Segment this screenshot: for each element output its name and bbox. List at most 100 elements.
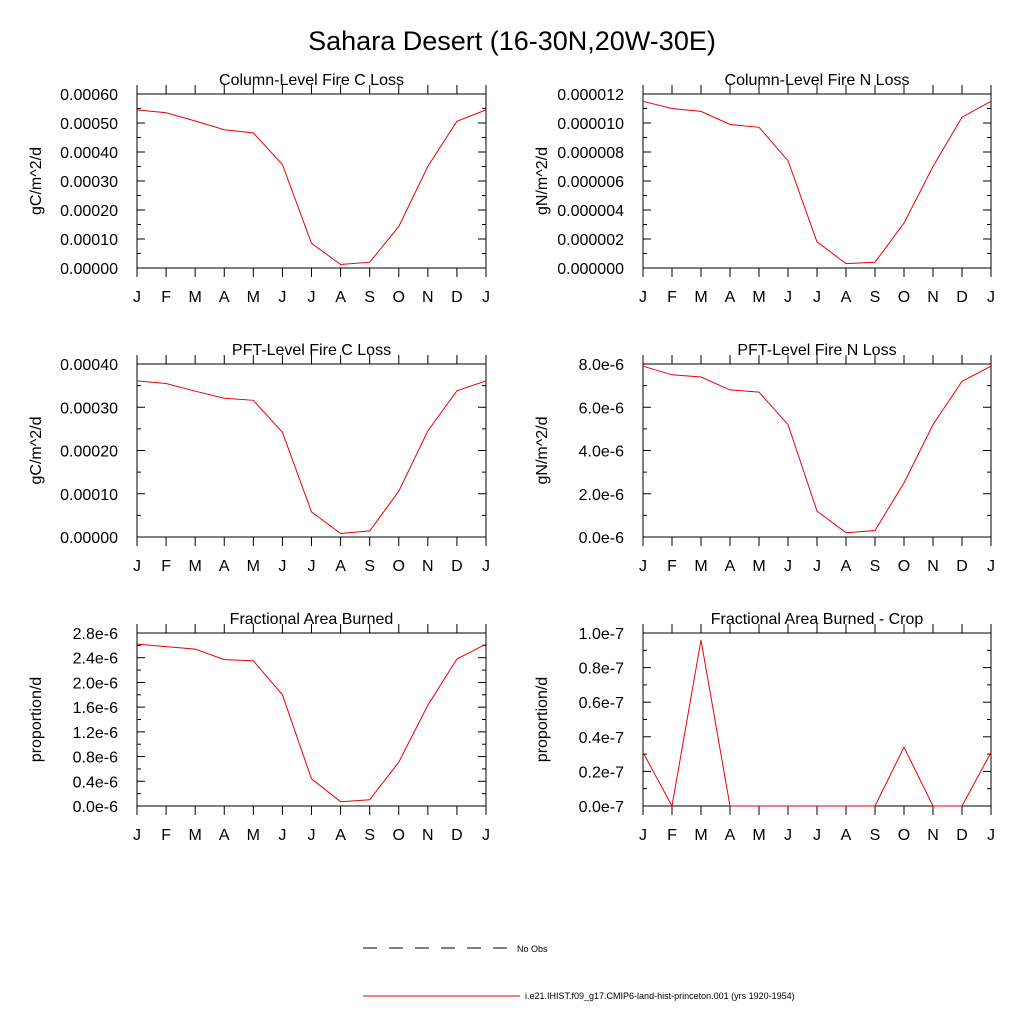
y-tick-label: 0.00010 [60, 487, 118, 504]
x-tick-label: O [393, 827, 405, 844]
series-line [136, 643, 487, 803]
chart-panel: Column-Level Fire N Loss gN/m^2/d 0.000000… [534, 72, 995, 306]
y-tick-label: 0.000010 [557, 116, 624, 133]
x-tick-label: N [422, 558, 434, 575]
x-tick-label: M [752, 827, 765, 844]
legend-model-label: i.e21.IHIST.f09_g17.CMIP6-land-hist-prin… [525, 991, 795, 1001]
x-tick-label: A [335, 827, 346, 844]
x-tick-label: J [278, 558, 286, 575]
chart-panels: Column-Level Fire C Loss gC/m^2/d 0.000000… [28, 72, 995, 844]
y-tick-label: 4.0e-6 [579, 444, 624, 461]
x-tick-label: O [393, 289, 405, 306]
y-axis-label: gC/m^2/d [28, 147, 45, 215]
x-tick-label: F [667, 827, 677, 844]
y-tick-label: 2.4e-6 [73, 651, 118, 668]
y-tick-label: 0.00030 [60, 174, 118, 191]
y-tick-label: 0.00020 [60, 203, 118, 220]
y-tick-label: 0.000002 [557, 232, 624, 249]
x-tick-label: M [694, 558, 707, 575]
y-tick-label: 6.0e-6 [579, 400, 624, 417]
chart-title: Fractional Area Burned [230, 611, 394, 628]
x-tick-label: S [870, 827, 881, 844]
y-tick-label: 0.00030 [60, 400, 118, 417]
series-line [642, 639, 992, 808]
x-tick-label: A [725, 558, 736, 575]
x-tick-label: A [841, 558, 852, 575]
legend: No Obs i.e21.IHIST.f09_g17.CMIP6-land-hi… [363, 944, 795, 1001]
x-tick-label: A [335, 289, 346, 306]
y-axis-label: proportion/d [28, 677, 45, 762]
x-tick-label: J [482, 827, 490, 844]
y-tick-label: 1.6e-6 [73, 700, 118, 717]
x-tick-label: S [870, 558, 881, 575]
y-tick-label: 0.8e-6 [73, 750, 118, 767]
chart-panel: PFT-Level Fire N Loss gN/m^2/d 0.0e-6 2.0e-… [534, 342, 995, 575]
x-tick-label: J [639, 558, 647, 575]
series-line [642, 365, 992, 534]
x-tick-label: J [278, 827, 286, 844]
x-tick-label: D [956, 827, 968, 844]
chart-title: Fractional Area Burned - Crop [711, 611, 924, 628]
x-tick-label: D [956, 289, 968, 306]
x-tick-label: F [161, 827, 171, 844]
x-tick-label: A [841, 827, 852, 844]
y-tick-label: 0.00010 [60, 232, 118, 249]
chart-title: Column-Level Fire C Loss [219, 72, 404, 89]
chart-panel: Fractional Area Burned - Crop proportion/… [534, 611, 995, 844]
y-tick-label: 0.6e-7 [579, 695, 624, 712]
y-tick-label: 0.000000 [557, 261, 624, 278]
x-tick-label: J [813, 289, 821, 306]
x-tick-label: A [219, 827, 230, 844]
y-tick-label: 0.00050 [60, 116, 118, 133]
x-tick-label: D [451, 289, 463, 306]
x-tick-label: D [451, 827, 463, 844]
x-tick-label: M [189, 558, 202, 575]
x-tick-label: F [667, 289, 677, 306]
plot-frame [642, 632, 992, 807]
x-tick-label: J [987, 827, 995, 844]
y-tick-label: 0.4e-7 [579, 730, 624, 747]
x-tick-label: F [161, 289, 171, 306]
y-tick-label: 0.00040 [60, 145, 118, 162]
series-line [136, 109, 487, 266]
y-tick-label: 2.0e-6 [73, 675, 118, 692]
x-tick-label: A [335, 558, 346, 575]
chart-title: Column-Level Fire N Loss [725, 72, 910, 89]
chart-panel: Fractional Area Burned proportion/d 0.0e-6… [28, 611, 490, 844]
x-tick-label: J [784, 558, 792, 575]
x-tick-label: D [956, 558, 968, 575]
x-tick-label: M [247, 289, 260, 306]
x-tick-label: M [247, 558, 260, 575]
y-tick-label: 0.8e-7 [579, 661, 624, 678]
y-axis-label: proportion/d [534, 677, 551, 762]
y-tick-label: 0.000012 [557, 87, 624, 104]
x-tick-label: M [189, 289, 202, 306]
y-tick-label: 0.0e-6 [73, 799, 118, 816]
y-tick-label: 0.2e-7 [579, 764, 624, 781]
chart-title: PFT-Level Fire C Loss [232, 342, 391, 359]
y-tick-label: 0.000006 [557, 174, 624, 191]
x-tick-label: A [219, 289, 230, 306]
x-tick-label: A [725, 827, 736, 844]
x-tick-label: O [898, 558, 910, 575]
x-tick-label: F [667, 558, 677, 575]
x-tick-label: N [422, 827, 434, 844]
x-tick-label: J [639, 827, 647, 844]
legend-no-obs-label: No Obs [517, 944, 548, 954]
plot-frame [136, 632, 487, 807]
x-tick-label: M [247, 827, 260, 844]
x-tick-label: J [482, 289, 490, 306]
x-tick-label: N [927, 558, 939, 575]
x-tick-label: J [133, 558, 141, 575]
x-tick-label: O [393, 558, 405, 575]
x-tick-label: S [364, 289, 375, 306]
y-tick-label: 1.0e-7 [579, 626, 624, 643]
x-tick-label: S [364, 558, 375, 575]
x-tick-label: J [813, 558, 821, 575]
x-tick-label: J [987, 289, 995, 306]
y-tick-label: 0.0e-7 [579, 799, 624, 816]
chart-title: PFT-Level Fire N Loss [737, 342, 896, 359]
y-tick-label: 0.00040 [60, 357, 118, 374]
x-tick-label: M [694, 827, 707, 844]
y-axis-label: gN/m^2/d [534, 147, 551, 215]
